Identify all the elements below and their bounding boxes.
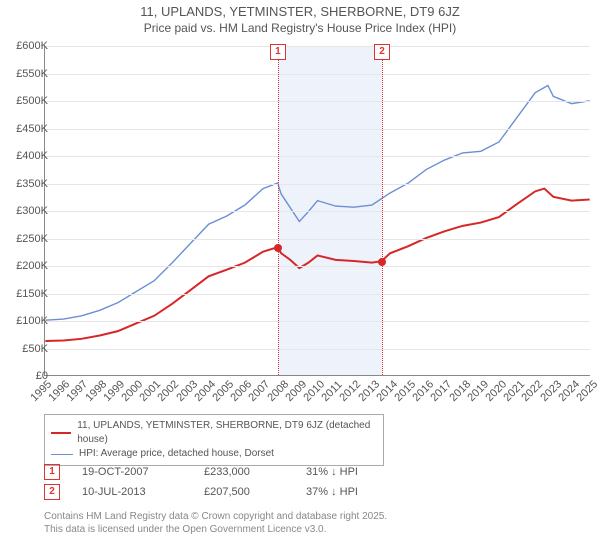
sale-point-2 bbox=[378, 258, 386, 266]
y-axis-label: £350K bbox=[6, 178, 48, 190]
y-axis-label: £300K bbox=[6, 205, 48, 217]
sale-date-2: 10-JUL-2013 bbox=[82, 486, 182, 498]
sale-diff-2: 37% ↓ HPI bbox=[306, 486, 386, 498]
legend-item-hpi: HPI: Average price, detached house, Dors… bbox=[51, 447, 377, 461]
legend-swatch-property bbox=[51, 432, 71, 434]
y-axis-label: £600K bbox=[6, 40, 48, 52]
sale-point-1 bbox=[274, 244, 282, 252]
y-axis-label: £200K bbox=[6, 260, 48, 272]
footer-line-1: Contains HM Land Registry data © Crown c… bbox=[44, 510, 387, 523]
y-axis-label: £550K bbox=[6, 68, 48, 80]
y-axis-label: £0 bbox=[6, 370, 48, 382]
y-axis-label: £450K bbox=[6, 123, 48, 135]
footer-attribution: Contains HM Land Registry data © Crown c… bbox=[44, 510, 387, 536]
marker-flag-1: 1 bbox=[270, 44, 286, 60]
sales-row-2: 2 10-JUL-2013 £207,500 37% ↓ HPI bbox=[44, 482, 386, 502]
marker-line-1 bbox=[278, 46, 279, 375]
marker-flag-2: 2 bbox=[374, 44, 390, 60]
legend-box: 11, UPLANDS, YETMINSTER, SHERBORNE, DT9 … bbox=[44, 414, 384, 466]
marker-icon-1: 1 bbox=[44, 464, 60, 480]
plot-area: 12 bbox=[44, 46, 590, 376]
footer-line-2: This data is licensed under the Open Gov… bbox=[44, 523, 387, 536]
legend-label-hpi: HPI: Average price, detached house, Dors… bbox=[79, 447, 274, 461]
chart-title-main: 11, UPLANDS, YETMINSTER, SHERBORNE, DT9 … bbox=[0, 4, 600, 21]
marker-icon-2: 2 bbox=[44, 484, 60, 500]
legend-item-property: 11, UPLANDS, YETMINSTER, SHERBORNE, DT9 … bbox=[51, 419, 377, 447]
series-hpi bbox=[45, 85, 589, 320]
y-axis-label: £250K bbox=[6, 233, 48, 245]
y-axis-label: £400K bbox=[6, 150, 48, 162]
y-axis-label: £500K bbox=[6, 95, 48, 107]
y-axis-label: £50K bbox=[6, 343, 48, 355]
sale-diff-1: 31% ↓ HPI bbox=[306, 466, 386, 478]
sale-date-1: 19-OCT-2007 bbox=[82, 466, 182, 478]
legend-label-property: 11, UPLANDS, YETMINSTER, SHERBORNE, DT9 … bbox=[77, 419, 377, 447]
sale-price-2: £207,500 bbox=[204, 486, 284, 498]
sales-row-1: 1 19-OCT-2007 £233,000 31% ↓ HPI bbox=[44, 462, 386, 482]
sale-price-1: £233,000 bbox=[204, 466, 284, 478]
legend-swatch-hpi bbox=[51, 454, 73, 455]
y-axis-label: £100K bbox=[6, 315, 48, 327]
y-axis-label: £150K bbox=[6, 288, 48, 300]
sales-table: 1 19-OCT-2007 £233,000 31% ↓ HPI 2 10-JU… bbox=[44, 462, 386, 502]
marker-line-2 bbox=[382, 46, 383, 375]
chart-title-sub: Price paid vs. HM Land Registry's House … bbox=[0, 21, 600, 37]
